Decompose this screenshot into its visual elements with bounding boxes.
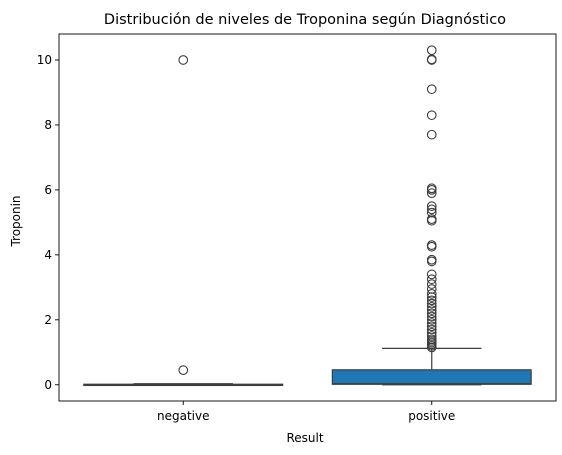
outlier-point [426, 207, 437, 218]
outlier-point [426, 214, 437, 224]
outlier-point [426, 314, 437, 325]
outlier-point [426, 288, 437, 299]
y-tick-label: 6 [44, 183, 52, 197]
plot-area: 0 2 4 6 8 10 negative positive [37, 33, 557, 423]
outlier-point [426, 188, 437, 198]
outlier-point [426, 84, 437, 95]
y-tick-label: 4 [44, 248, 52, 262]
outlier-point [426, 318, 437, 328]
outlier-point [426, 54, 437, 65]
outlier-point [426, 321, 437, 332]
outlier-point [426, 274, 437, 285]
outlier-point [426, 324, 437, 335]
y-tick-label: 8 [44, 118, 52, 132]
outlier-point [426, 240, 437, 250]
x-tick-label: negative [157, 409, 209, 423]
outlier-point [426, 204, 437, 215]
outlier-point [178, 365, 189, 375]
outlier-point [426, 311, 437, 322]
outlier-point [426, 110, 437, 121]
outlier-point [426, 327, 437, 338]
outlier-point [426, 298, 437, 309]
y-tick-label: 2 [44, 313, 52, 327]
outlier-point [426, 201, 437, 211]
outlier-point [426, 254, 437, 265]
outlier-point [426, 331, 437, 341]
outlier-point [426, 308, 437, 319]
plot-frame [58, 33, 557, 402]
outlier-point [426, 305, 437, 315]
y-tick-label: 0 [44, 378, 52, 392]
outlier-point [426, 269, 437, 280]
outlier-point [426, 334, 437, 345]
chart-title: Distribución de niveles de Troponina seg… [104, 12, 506, 28]
outlier-point [426, 183, 437, 194]
outlier-point [426, 284, 437, 294]
outlier-point [426, 279, 437, 289]
outlier-point [426, 301, 437, 312]
outlier-point [426, 45, 437, 56]
outlier-point [426, 129, 437, 140]
y-tick-label: 10 [37, 53, 52, 67]
outlier-point [178, 55, 189, 65]
y-axis-label: Troponin [9, 195, 23, 247]
x-axis-label: Result [286, 431, 323, 445]
box-positive [331, 369, 532, 385]
x-tick-label: positive [408, 409, 455, 423]
outlier-point [426, 295, 437, 306]
